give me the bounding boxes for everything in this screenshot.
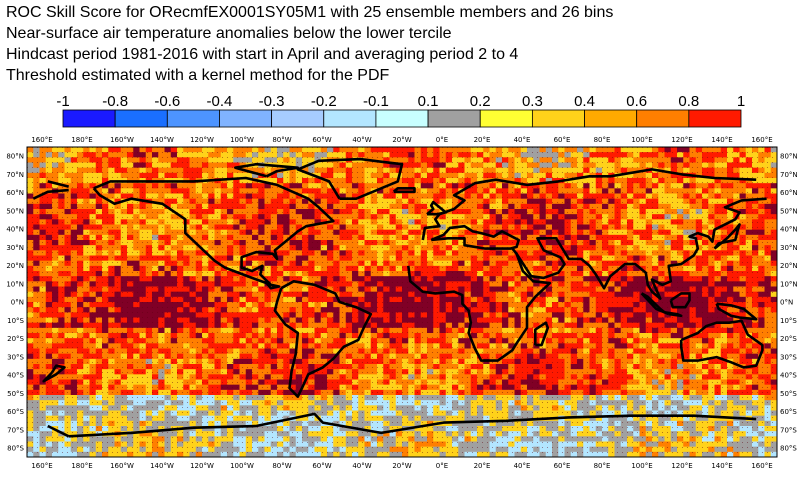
colorbar-swatch [688, 109, 742, 128]
colorbar-label: -0.6 [154, 93, 180, 110]
title-line-2: Near-surface air temperature anomalies b… [6, 25, 452, 42]
colorbar-label: -0.1 [363, 93, 389, 110]
colorbar-label: -1 [56, 93, 69, 110]
colorbar: -1 -0.8 -0.6 -0.4 -0.3 -0.2 -0.1 0.1 0.2 0.3 0.4 0.… [56, 93, 745, 128]
colorbar-label: -0.2 [311, 93, 337, 110]
colorbar-label: 0.2 [470, 93, 491, 110]
title-line-3: Hindcast period 1981-2016 with start in … [6, 46, 519, 63]
title-line-4: Threshold estimated with a kernel method… [6, 67, 390, 84]
colorbar-label: 0.3 [522, 93, 543, 110]
title-line-1: ROC Skill Score for ORecmfEX0001SY05M1 w… [6, 4, 614, 21]
colorbar-label: -0.4 [207, 93, 233, 110]
title-block: ROC Skill Score for ORecmfEX0001SY05M1 w… [6, 2, 613, 86]
colorbar-label: 0.8 [678, 93, 699, 110]
colorbar-label: 0.4 [574, 93, 595, 110]
colorbar-label: 0.1 [418, 93, 439, 110]
colorbar-label: 1 [737, 93, 745, 110]
colorbar-label: -0.8 [102, 93, 128, 110]
colorbar-label: -0.3 [259, 93, 285, 110]
colorbar-label: 0.6 [626, 93, 647, 110]
